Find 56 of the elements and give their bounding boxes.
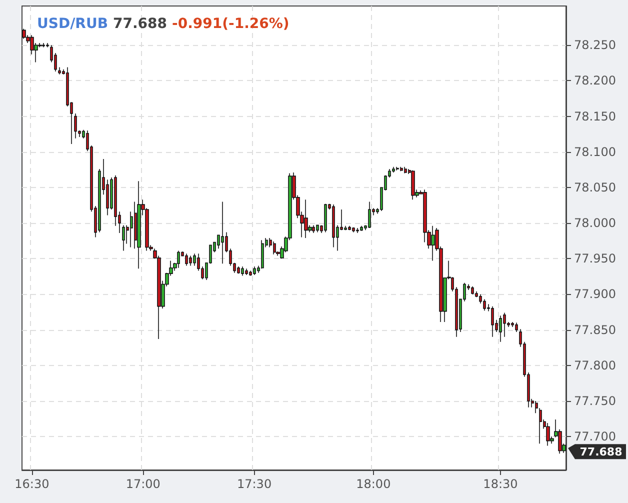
x-tick-label: 17:30 [236,477,272,491]
candlestick [499,315,502,342]
candlestick [360,226,363,232]
candlestick [304,199,308,238]
candlestick [177,250,180,268]
text: USD/RUB [37,16,108,32]
candlestick [221,201,224,264]
y-tick-label: 78.250 [574,38,616,52]
y-tick-label: 78.050 [574,180,616,194]
candlestick [241,266,244,276]
x-tick-label: 18:30 [483,477,518,491]
candlestick [261,240,264,269]
y-tick-label: 77.950 [574,252,616,266]
candlestick [58,66,61,75]
candlestick [245,268,248,276]
y-tick-label: 77.900 [574,287,616,302]
candlestick [352,226,355,233]
candlestick [368,201,371,228]
y-tick-label: 78.150 [574,109,616,124]
y-tick-label: 77.700 [574,430,616,444]
candlestick [253,266,256,276]
y-tick-label: 78.200 [574,74,616,88]
text: 77.688 [113,16,168,32]
candlestick [249,270,252,276]
x-tick-label: 18:00 [356,477,391,491]
y-tick-label: 78.000 [574,216,616,230]
candlestick [411,170,415,200]
candlestick [471,286,474,295]
candlestick [74,113,77,139]
candlestick [185,253,188,266]
y-tick-label: 78.100 [574,144,616,159]
candlestick [404,166,407,174]
candlestick [356,228,359,234]
y-tick-label: 77.850 [574,322,616,337]
candlestick [189,255,192,266]
candlestick [137,180,141,269]
candlestick [312,224,315,234]
x-tick-label: 16:30 [14,477,50,491]
y-tick-label: 77.800 [574,358,616,372]
text: 77.688 [580,446,622,459]
candlestick [324,203,327,233]
candlestick [431,226,435,262]
candlestick [237,266,240,274]
candlestick [193,253,196,266]
x-tick-label: 17:00 [126,477,160,491]
candlestick [332,204,335,248]
candlestick [316,224,319,233]
candlestick [491,306,494,338]
candlestick [400,166,403,172]
candlestick [546,422,550,446]
candlestick [273,241,276,255]
annotation: -0.991(-1.26%) [172,16,290,32]
candlestick [122,224,125,252]
candlestick [22,28,26,40]
candlestick [515,322,518,332]
y-tick-label: 77.750 [574,394,616,408]
